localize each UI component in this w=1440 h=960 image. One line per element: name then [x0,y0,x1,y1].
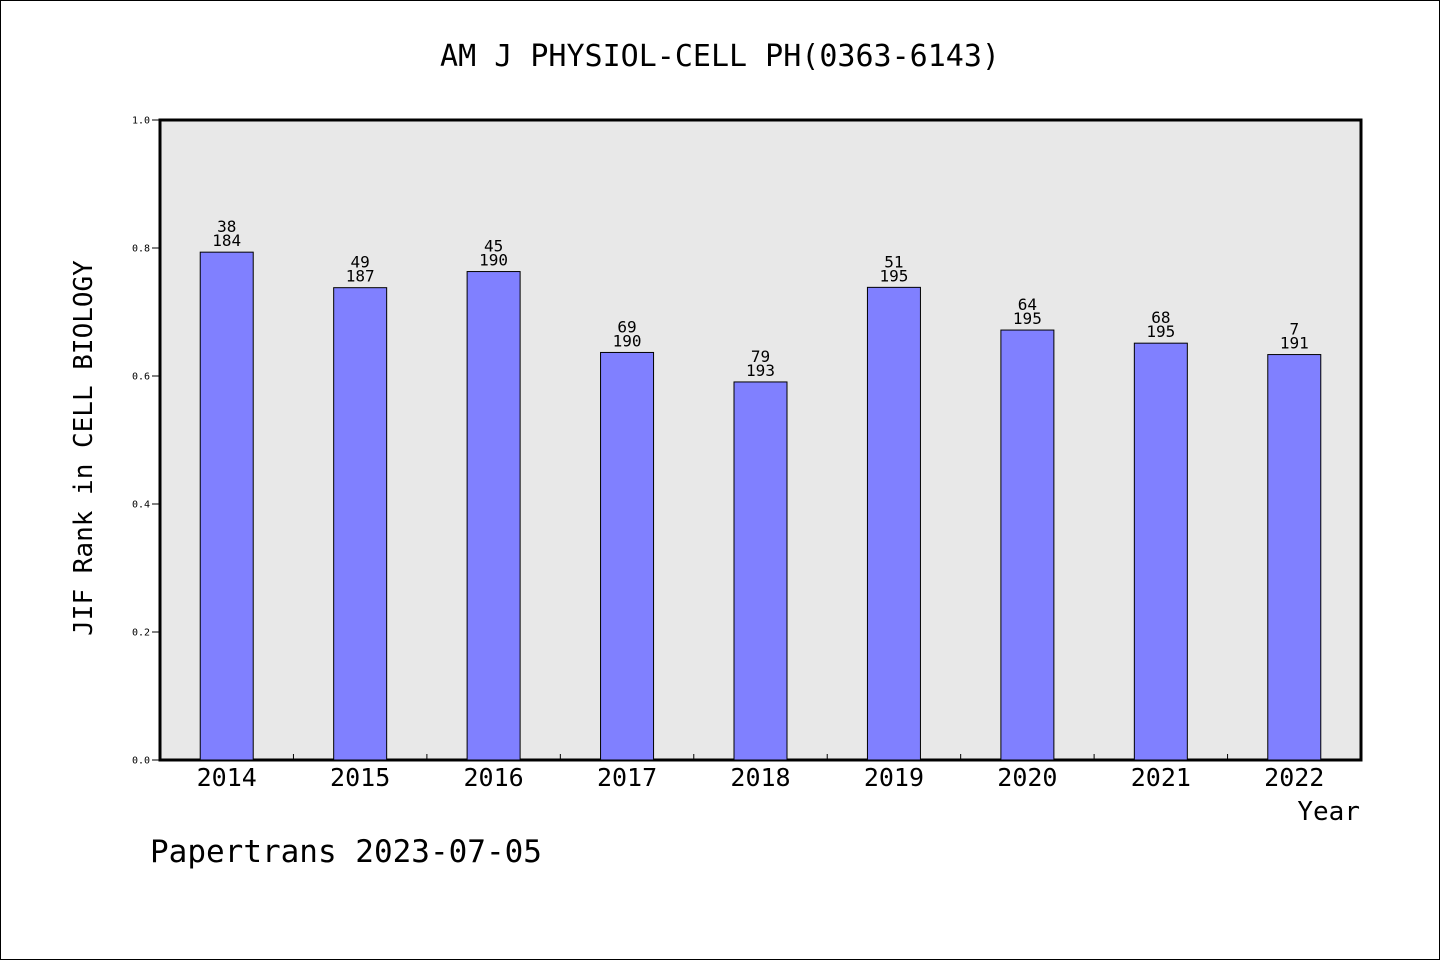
x-tick-label: 2015 [330,763,390,792]
bar-label-rank: 68 [1151,308,1170,327]
footer-source: Papertrans 2023-07-05 [150,834,542,870]
bar-label-total: 195 [1013,309,1042,328]
x-axis: 2014 2015 2016 2017 2018 2019 2020 2021 2022 [197,754,1324,792]
x-tick-label: 2018 [730,763,790,792]
x-tick-label: 2022 [1264,763,1324,792]
bar-label-rank: 64 [1018,295,1037,314]
bar-label-rank: 38 [217,217,236,236]
bar-label-rank: 49 [351,253,370,272]
bar [199,251,254,761]
x-tick-label: 2016 [464,763,524,792]
y-axis-label: JIF Rank in CELL BIOLOGY [69,260,99,636]
bar-label-rank: 69 [617,317,636,336]
y-tick-label: 0.6 [132,372,150,383]
bar-label-total: 195 [1146,322,1175,341]
x-tick-label: 2021 [1131,763,1191,792]
x-tick-label: 2020 [997,763,1057,792]
bar [1133,342,1188,761]
x-tick-label: 2017 [597,763,657,792]
bar [466,271,521,761]
bar-label-rank: 45 [484,237,503,256]
bar [1267,354,1322,761]
bar-label-total: 190 [479,251,508,270]
bar-label-total: 190 [613,331,642,350]
bar-label-total: 191 [1280,334,1309,353]
bars [199,251,1322,761]
bar [866,286,921,761]
x-axis-label: Year [1297,797,1360,827]
y-tick-label: 1.0 [132,116,150,127]
chart-title: AM J PHYSIOL-CELL PH(0363-6143) [440,39,1000,74]
x-tick-label: 2019 [864,763,924,792]
bar-label-rank: 51 [884,252,903,271]
y-axis: 0.0 0.2 0.4 0.6 0.8 1.0 [132,116,160,767]
bar-label-rank: 7 [1289,320,1299,339]
bar [733,381,788,761]
y-tick-label: 0.2 [132,628,150,639]
y-tick-label: 0.0 [132,756,150,767]
y-tick-label: 0.4 [132,500,150,511]
bar [333,287,388,761]
bar [600,351,655,761]
x-tick-label: 2014 [197,763,257,792]
bar-label-total: 193 [746,361,775,380]
bar-label-total: 187 [346,267,375,286]
bar-label-total: 195 [879,266,908,285]
bar-label-total: 184 [212,231,241,250]
y-tick-label: 0.8 [132,244,150,255]
bar [1000,329,1055,761]
bar-label-rank: 79 [751,347,770,366]
